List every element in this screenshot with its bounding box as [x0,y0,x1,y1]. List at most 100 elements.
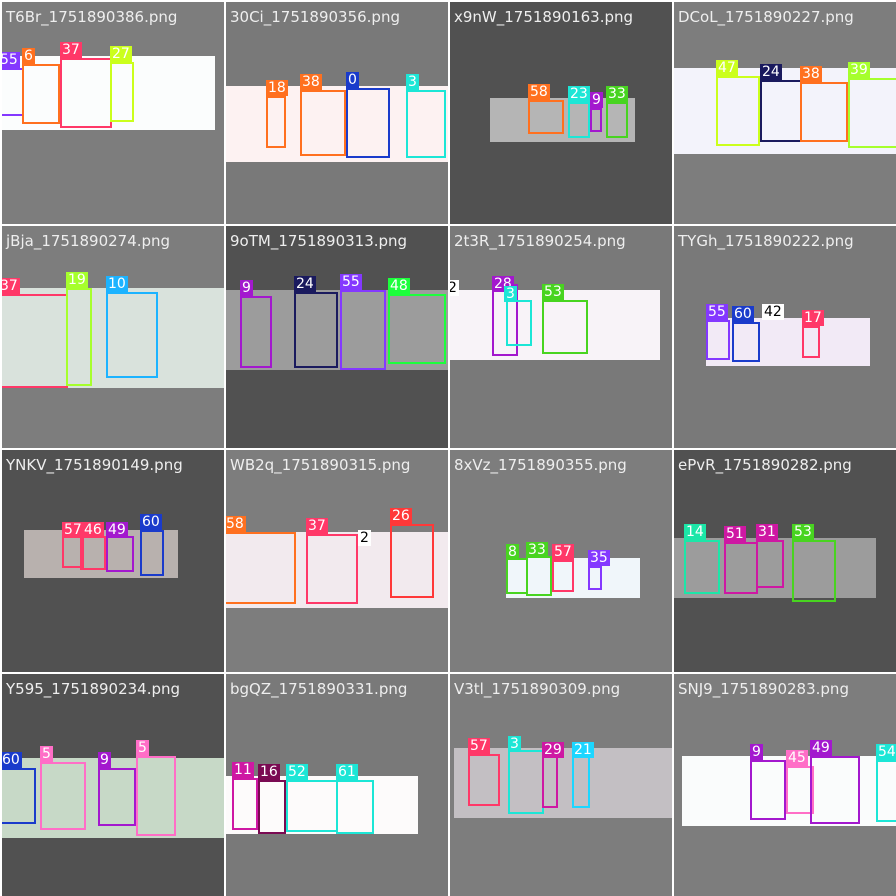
class-label: 35 [588,550,610,566]
detection-box [732,322,760,362]
detection-box [226,532,296,604]
class-label: 18 [266,80,288,96]
detection-box [792,540,836,602]
detection-box [2,294,68,388]
detection-box [300,90,346,156]
image-filename: V3tl_1751890309.png [454,680,621,698]
tile: ePvR_1751890282.png 14 51 31 53 [674,450,896,672]
class-label: 17 [802,310,824,326]
image-filename: DCoL_1751890227.png [678,8,854,26]
class-label: 9 [240,280,253,296]
class-label: 49 [106,522,128,538]
class-label: 55 [2,52,20,68]
class-label: 2 [450,280,459,296]
captcha-image [2,56,215,130]
detection-box [390,524,434,598]
captcha-image [706,318,870,366]
detection-box [526,556,552,596]
class-label: 9 [98,752,111,768]
detection-box [590,108,602,132]
detection-box [340,290,386,370]
class-label: 38 [300,74,322,90]
detection-box [22,64,60,124]
tile: Y595_1751890234.png 60 5 9 5 [2,674,224,896]
tile: TYGh_1751890222.png 55 60 42 17 [674,226,896,448]
detection-box [106,292,158,378]
image-filename: 2t3R_1751890254.png [454,232,626,250]
detection-box [106,536,134,572]
detection-box [572,756,590,808]
class-label: 10 [106,276,128,292]
tile: 2t3R_1751890254.png 2 28 3 53 [450,226,672,448]
tile: WB2q_1751890315.png 58 37 2 26 [226,450,448,672]
detection-box [506,558,528,594]
detection-box [724,542,758,594]
detection-box [542,756,558,808]
image-filename: jBja_1751890274.png [6,232,171,250]
class-label: 39 [848,62,870,78]
class-label: 23 [568,86,590,102]
captcha-image [226,532,448,608]
detection-box [294,292,338,368]
class-label: 45 [786,750,808,766]
class-label: 21 [572,742,594,758]
detection-box [40,762,86,830]
detection-box [60,58,112,128]
detection-box [568,102,590,138]
detection-box [810,756,860,824]
image-filename: 30Ci_1751890356.png [230,8,400,26]
class-label: 49 [810,740,832,756]
class-label: 5 [136,740,149,756]
detection-box [800,82,848,142]
class-label: 5 [40,746,53,762]
image-filename: YNKV_1751890149.png [6,456,183,474]
detection-box [760,80,802,142]
detection-box [750,760,786,820]
detection-box [258,780,286,834]
class-label: 58 [226,516,246,532]
detection-box [232,778,258,830]
class-label: 37 [2,278,20,294]
tile: YNKV_1751890149.png 57 46 49 60 [2,450,224,672]
class-label: 33 [526,542,548,558]
detection-box [406,90,446,158]
captcha-image [2,288,224,388]
detection-box [286,780,338,832]
class-label: 3 [406,74,419,90]
class-label: 14 [684,524,706,540]
class-label: 16 [258,764,280,780]
class-label: 19 [66,272,88,288]
class-label: 2 [358,530,371,546]
detection-box [552,560,574,592]
class-label: 61 [336,764,358,780]
detection-box [606,102,628,138]
tile: x9nW_1751890163.png 58 23 9 33 [450,2,672,224]
detection-box [110,62,134,122]
tile: 9oTM_1751890313.png 9 24 55 48 [226,226,448,448]
detection-box [528,100,564,134]
detection-box [2,768,36,824]
captcha-image [674,538,876,598]
detection-box [66,288,92,386]
detection-box [306,534,358,604]
captcha-image [24,530,178,578]
detection-box [848,78,896,148]
class-label: 54 [876,744,896,760]
class-label: 24 [294,276,316,292]
class-label: 3 [508,736,521,752]
class-label: 24 [760,64,782,80]
class-label: 60 [140,514,162,530]
class-label: 29 [542,742,564,758]
detection-box [346,88,390,158]
detection-box [2,68,24,116]
tile: 30Ci_1751890356.png 18 38 0 3 [226,2,448,224]
detection-box [336,780,374,834]
image-filename: T6Br_1751890386.png [6,8,178,26]
detection-box [240,296,272,368]
detection-box [98,768,136,826]
detection-box [140,530,164,576]
tile: bgQZ_1751890331.png 11 16 52 61 [226,674,448,896]
detection-box [786,766,814,814]
image-filename: WB2q_1751890315.png [230,456,411,474]
